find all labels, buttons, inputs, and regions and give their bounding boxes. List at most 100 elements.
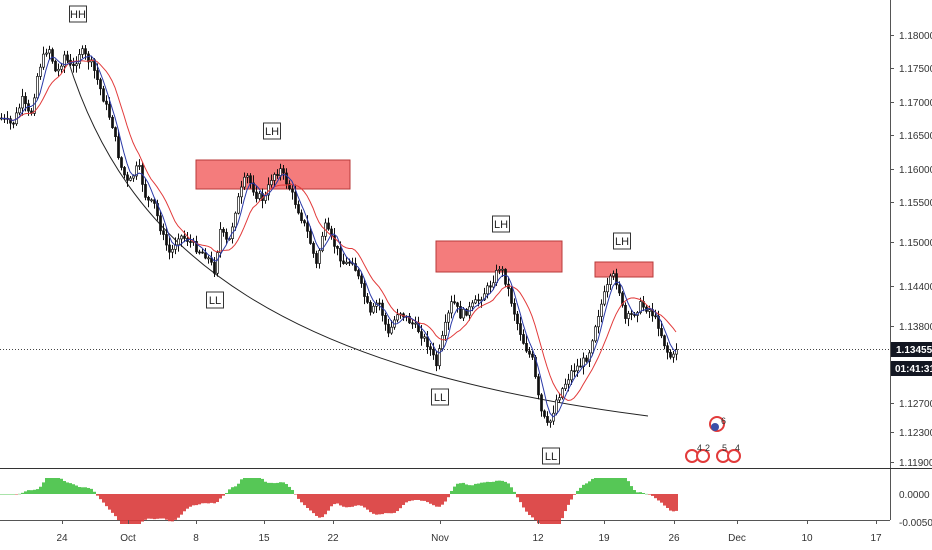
- oscillator-bar: [534, 494, 537, 521]
- candle-body: [372, 305, 375, 313]
- candle-body: [276, 174, 279, 176]
- candle-body: [180, 235, 183, 240]
- candle-body: [657, 315, 660, 329]
- event-marker-2[interactable]: [696, 449, 710, 463]
- candle-body: [369, 301, 372, 313]
- candle-body: [648, 309, 651, 312]
- oscillator-bar: [480, 482, 483, 494]
- event-marker-4[interactable]: [727, 449, 741, 463]
- oscillator-bar: [396, 494, 399, 512]
- candle-body: [387, 323, 390, 334]
- candle-body: [510, 288, 513, 304]
- oscillator-bar: [555, 494, 558, 524]
- oscillator-bar: [477, 483, 480, 494]
- oscillator-bar: [489, 482, 492, 494]
- candle-body: [273, 174, 276, 181]
- price-tick-label: 1.15500: [899, 198, 932, 209]
- oscillator-bar: [93, 491, 96, 494]
- countdown-label: 01:41:31: [895, 364, 932, 375]
- candle-body: [84, 48, 87, 55]
- oscillator-bar: [408, 494, 411, 502]
- candle-body: [570, 370, 573, 381]
- oscillator-bar: [78, 487, 81, 494]
- candle-body: [630, 313, 633, 315]
- oscillator-bar: [660, 494, 663, 503]
- time-tick-label: Oct: [120, 533, 136, 544]
- price-tick-label: 1.16000: [899, 165, 932, 176]
- oscillator-bar: [546, 494, 549, 524]
- oscillator-bar: [393, 494, 396, 513]
- oscillator-bar: [372, 494, 375, 514]
- candle-body: [654, 315, 657, 318]
- oscillator-bar: [324, 494, 327, 515]
- candle-body: [489, 285, 492, 288]
- candle-body: [117, 136, 120, 158]
- candle-body: [54, 60, 57, 72]
- swing-annotations: HH LH LH LH LL LL LL: [69, 5, 631, 465]
- candle-body: [339, 247, 342, 262]
- candle-body: [24, 96, 27, 105]
- oscillator-bar: [144, 494, 147, 520]
- event-count-2: 2: [705, 443, 710, 453]
- oscillator-bar: [669, 494, 672, 511]
- oscillator-bar: [225, 492, 228, 494]
- countdown-tag: [891, 361, 932, 376]
- candle-body: [246, 175, 249, 178]
- oscillator-bar: [150, 494, 153, 519]
- candle-body: [615, 273, 618, 286]
- candle-body: [207, 257, 210, 260]
- candle-body: [60, 65, 63, 70]
- candle-body: [477, 299, 480, 302]
- candle-body: [342, 260, 345, 264]
- oscillator-bar: [255, 478, 258, 494]
- candle-body: [126, 174, 129, 181]
- oscillator-bar: [624, 478, 627, 494]
- time-tick-label: 15: [258, 533, 270, 544]
- candle-body: [288, 183, 291, 190]
- candle-body: [450, 301, 453, 314]
- oscillator-bar: [51, 478, 54, 494]
- candle-body: [120, 157, 123, 168]
- candle-body: [597, 316, 600, 328]
- candle-body: [483, 293, 486, 301]
- candles: [0, 44, 678, 428]
- oscillator-histogram: [0, 478, 678, 524]
- candle-body: [588, 352, 591, 362]
- candle-body: [345, 261, 348, 264]
- candle-body: [165, 234, 168, 246]
- oscillator-bar: [360, 494, 363, 506]
- annotation-box: [431, 388, 449, 406]
- oscillator-bar: [0, 494, 3, 495]
- candle-body: [72, 63, 75, 67]
- oscillator-bar: [411, 494, 414, 501]
- oscillator-bar: [327, 494, 330, 511]
- candle-body: [237, 196, 240, 214]
- candle-body: [549, 420, 552, 423]
- candle-body: [63, 54, 66, 67]
- oscillator-bar: [81, 487, 84, 494]
- oscillator-bar: [216, 494, 219, 503]
- oscillator-bar: [621, 478, 624, 494]
- oscillator-bar: [474, 483, 477, 494]
- candle-body: [366, 296, 369, 303]
- oscillator-bar: [414, 494, 417, 500]
- candle-body: [663, 335, 666, 347]
- oscillator-bar: [528, 494, 531, 516]
- candle-body: [282, 168, 285, 174]
- candle-body: [300, 212, 303, 221]
- oscillator-bar: [636, 492, 639, 494]
- oscillator-bar: [597, 478, 600, 494]
- oscillator-bar: [138, 494, 141, 524]
- time-tick-label: 19: [598, 533, 610, 544]
- oscillator-bar: [105, 494, 108, 507]
- candle-body: [633, 314, 636, 316]
- oscillator-bar: [180, 494, 183, 515]
- oscillator-bar: [657, 494, 660, 501]
- candle-body: [309, 230, 312, 244]
- oscillator-bar: [561, 494, 564, 519]
- candle-body: [486, 285, 489, 295]
- candle-body: [153, 199, 156, 204]
- candle-body: [603, 291, 606, 305]
- candle-body: [198, 251, 201, 254]
- time-tick-label: 22: [327, 533, 339, 544]
